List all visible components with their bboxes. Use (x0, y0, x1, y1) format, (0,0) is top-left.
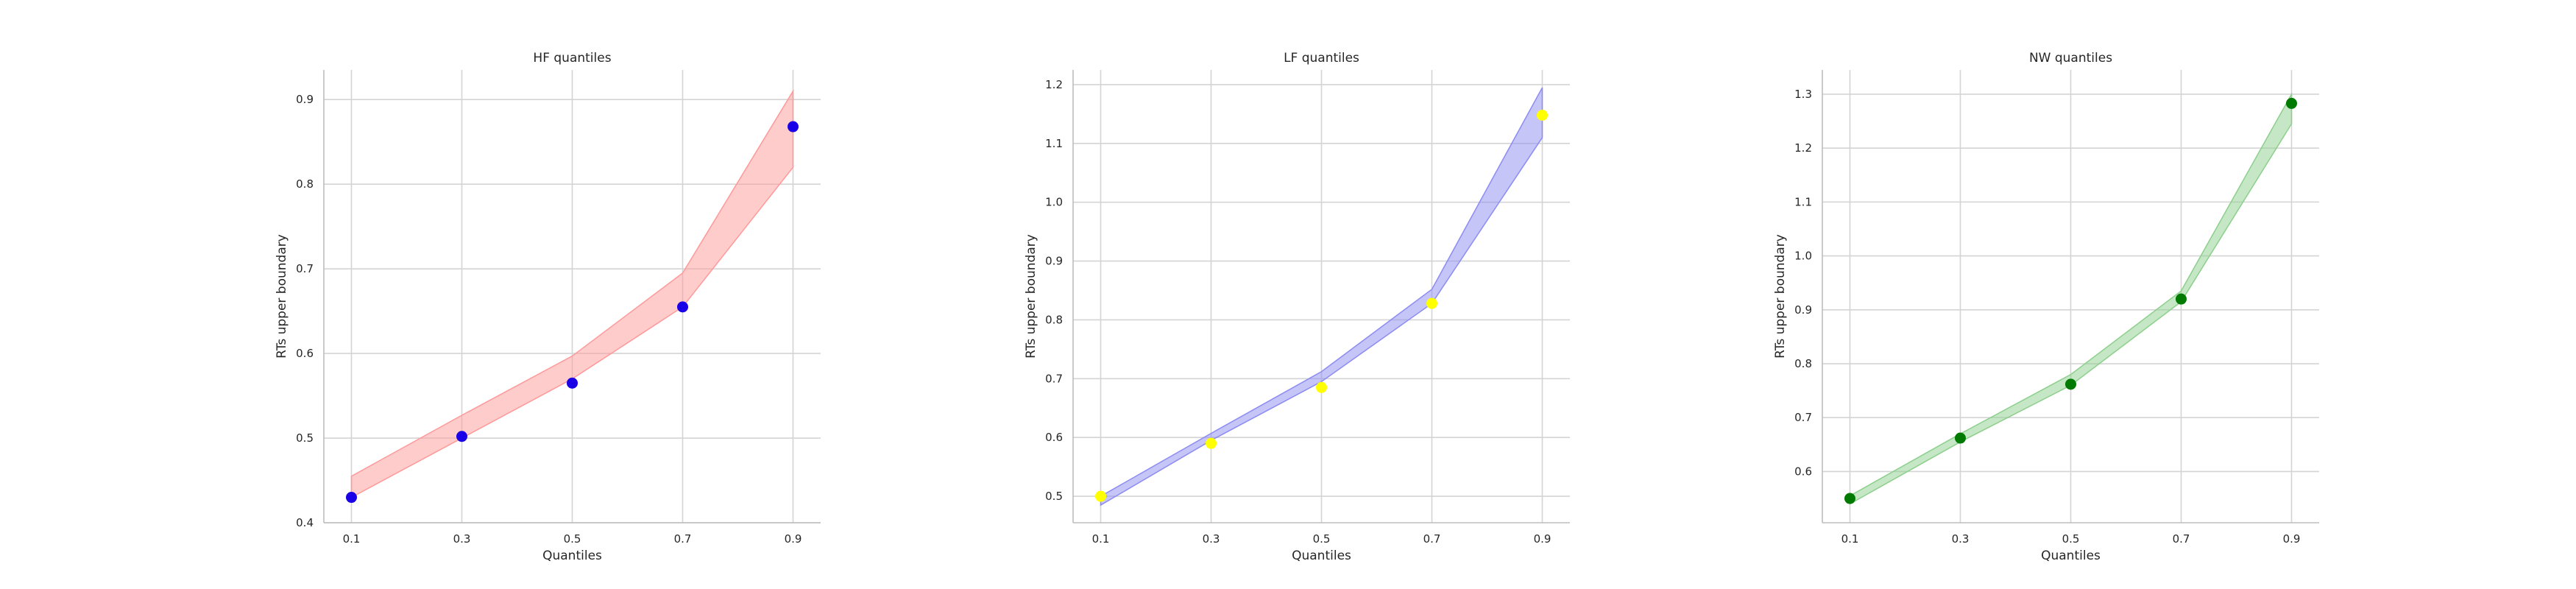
chart-panel-2: 0.1 0.3 0.5 0.7 0.9 0.5 0.6 0.7 0.8 0.9 1.0 1.1 1.2 L… (1024, 51, 1570, 563)
quantile-band (1849, 92, 2293, 505)
y-tick-label: 1.0 (1794, 250, 1812, 263)
quantile-band (350, 89, 794, 498)
y-tick-label: 0.5 (296, 431, 314, 445)
quantile-band (1100, 87, 1543, 507)
chart-title: LF quantiles (1284, 51, 1359, 66)
y-axis-label: RTs upper boundary (1773, 234, 1788, 359)
x-tick-label: 0.5 (564, 532, 581, 546)
chart-panel-1: 0.1 0.3 0.5 0.7 0.9 0.4 0.5 0.6 0.7 0.8 0.9 HF quan… (275, 51, 821, 563)
x-tick-label: 0.5 (1313, 532, 1331, 546)
y-axis-label: RTs upper boundary (1024, 234, 1038, 359)
data-point-5 (788, 121, 799, 133)
data-point-5 (2286, 97, 2297, 109)
y-tick-label: 1.1 (1045, 137, 1063, 150)
y-tick-label: 0.7 (296, 262, 314, 275)
data-point-1 (346, 492, 357, 504)
y-tick-label: 0.6 (1794, 465, 1812, 478)
data-point-2 (456, 431, 467, 442)
x-tick-label: 0.1 (1092, 532, 1110, 546)
y-tick-label: 0.7 (1045, 372, 1063, 385)
data-point-3 (1316, 381, 1327, 393)
y-tick-label: 0.8 (1794, 357, 1812, 370)
y-tick-label: 0.8 (296, 177, 314, 191)
y-tick-label: 1.2 (1794, 141, 1812, 155)
y-tick-label: 0.7 (1794, 411, 1812, 424)
data-point-2 (1206, 437, 1217, 449)
x-tick-label: 0.3 (1952, 532, 1970, 546)
x-tick-label: 0.1 (1841, 532, 1859, 546)
y-tick-label: 0.8 (1045, 313, 1063, 326)
x-tick-label: 0.9 (1534, 532, 1551, 546)
data-point-5 (1537, 110, 1548, 121)
x-tick-label: 0.7 (674, 532, 692, 546)
x-axis-label: Quantiles (2041, 549, 2101, 563)
y-tick-label: 0.9 (296, 93, 314, 106)
x-tick-label: 0.9 (785, 532, 802, 546)
data-point-4 (677, 301, 688, 313)
y-tick-label: 0.6 (1045, 431, 1063, 444)
y-tick-label: 1.0 (1045, 196, 1063, 209)
data-point-2 (1955, 432, 1966, 444)
y-tick-label: 0.9 (1045, 255, 1063, 268)
y-tick-label: 1.3 (1794, 88, 1812, 101)
x-tick-label: 0.3 (453, 532, 471, 546)
x-tick-label: 0.1 (343, 532, 361, 546)
y-tick-label: 0.9 (1794, 303, 1812, 317)
x-tick-label: 0.5 (2062, 532, 2080, 546)
y-tick-label: 0.5 (1045, 490, 1063, 503)
data-point-3 (2065, 378, 2076, 390)
x-tick-label: 0.7 (1423, 532, 1441, 546)
chart-panel-3: 0.1 0.3 0.5 0.7 0.9 0.6 0.7 0.8 0.9 1.0 1.1 1.2 1.3 N… (1773, 51, 2319, 563)
x-tick-label: 0.9 (2283, 532, 2301, 546)
data-point-4 (2176, 293, 2187, 305)
chart-title: NW quantiles (2029, 51, 2112, 66)
data-point-1 (1844, 493, 1855, 504)
y-tick-label: 0.4 (296, 516, 314, 529)
chart-title: HF quantiles (533, 51, 611, 66)
y-tick-label: 1.2 (1045, 78, 1063, 91)
data-point-1 (1095, 490, 1106, 502)
x-axis-label: Quantiles (1292, 549, 1351, 563)
data-point-3 (567, 377, 578, 389)
data-point-4 (1426, 297, 1437, 309)
x-axis-label: Quantiles (542, 549, 602, 563)
x-tick-label: 0.7 (2173, 532, 2190, 546)
x-tick-label: 0.3 (1203, 532, 1220, 546)
y-tick-label: 0.6 (296, 347, 314, 360)
y-axis-label: RTs upper boundary (275, 234, 289, 359)
y-tick-label: 1.1 (1794, 195, 1812, 208)
